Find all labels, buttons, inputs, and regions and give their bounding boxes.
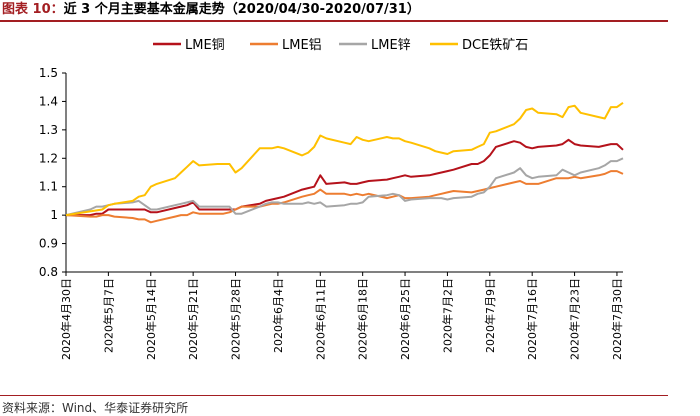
y-tick-label: 1	[50, 208, 58, 222]
x-tick-label: 2020年4月30日	[59, 278, 73, 360]
y-tick-label: 1.2	[39, 151, 58, 165]
x-tick-label: 2020年5月14日	[144, 278, 158, 360]
source-note: 资料来源：Wind、华泰证券研究所	[2, 401, 189, 415]
title-rule	[0, 20, 668, 22]
x-tick-label: 2020年7月2日	[440, 278, 454, 353]
x-tick-label: 2020年6月11日	[313, 278, 327, 360]
y-tick-label: 1.3	[39, 123, 58, 137]
figure-title: 近 3 个月主要基本金属走势（2020/04/30-2020/07/31）	[63, 2, 420, 17]
series-line-4	[65, 101, 624, 217]
x-tick-label: 2020年7月9日	[483, 278, 497, 353]
line-chart: LME铜 LME铝 LME锌 DCE铁矿石 0.8 0.9 1 1.1 1.2 1.3 1.4 1.…	[39, 38, 624, 360]
y-tick-label: 1.5	[39, 66, 58, 80]
figure-title-block: 图表 10：近 3 个月主要基本金属走势（2020/04/30-2020/07/…	[2, 0, 692, 22]
legend-label-1: LME铜	[185, 38, 225, 53]
x-tick-label: 2020年7月23日	[568, 278, 582, 360]
y-tick-label: 1.4	[39, 94, 58, 108]
y-tick-label: 1.1	[39, 180, 58, 194]
series-line-1	[66, 138, 624, 217]
legend-label-3: LME锌	[371, 38, 411, 53]
legend-label-4: DCE铁矿石	[462, 38, 528, 53]
x-tick-label: 2020年5月28日	[229, 278, 243, 360]
chart-legend: LME铜 LME铝 LME锌 DCE铁矿石	[153, 38, 528, 53]
series-line-3	[65, 157, 624, 217]
y-tick-label: 0.9	[39, 237, 58, 251]
chart-series	[65, 101, 624, 224]
chart-axes: 0.8 0.9 1 1.1 1.2 1.3 1.4 1.5 2020年4月30日 2020年5月7…	[39, 66, 624, 360]
x-tick-label: 2020年5月21日	[186, 278, 200, 360]
y-tick-label: 0.8	[39, 265, 58, 279]
x-tick-label: 2020年6月18日	[356, 278, 370, 360]
series-line-2	[65, 170, 624, 224]
figure-label: 图表 10：	[2, 2, 64, 17]
x-tick-label: 2020年6月4日	[271, 278, 285, 353]
x-tick-label: 2020年7月30日	[610, 278, 624, 360]
x-tick-label: 2020年5月7日	[101, 278, 115, 353]
x-tick-label: 2020年6月25日	[398, 278, 412, 360]
legend-label-2: LME铝	[282, 38, 322, 53]
x-tick-label: 2020年7月16日	[525, 278, 539, 360]
bottom-rule	[0, 395, 668, 396]
